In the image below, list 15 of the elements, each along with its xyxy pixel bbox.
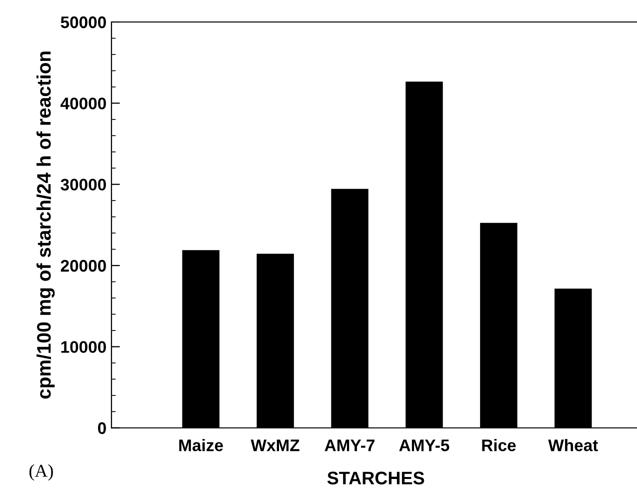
x-tick-label: AMY-5: [399, 440, 450, 452]
x-tick-label: Maize: [179, 438, 223, 452]
y-tick-label: 40000: [60, 98, 106, 110]
y-tick-label: 20000: [60, 260, 106, 272]
x-tick-label: WxMZ: [250, 440, 300, 452]
y-tick-label: 30000: [60, 178, 106, 191]
x-tick-label: Rice: [482, 438, 516, 452]
y-tick-label: 10000: [61, 341, 106, 353]
y-axis-title: cpm/100 mg of starch/24 h of reaction: [36, 52, 55, 399]
x-tick-label: AMY-7: [324, 440, 375, 452]
y-tick-label: 0: [98, 422, 106, 434]
x-axis-title: STARCHES: [327, 472, 424, 484]
text: (A): [29, 464, 53, 481]
x-tick-label: Wheat: [548, 438, 598, 452]
y-tick-label: 50000: [60, 16, 106, 28]
